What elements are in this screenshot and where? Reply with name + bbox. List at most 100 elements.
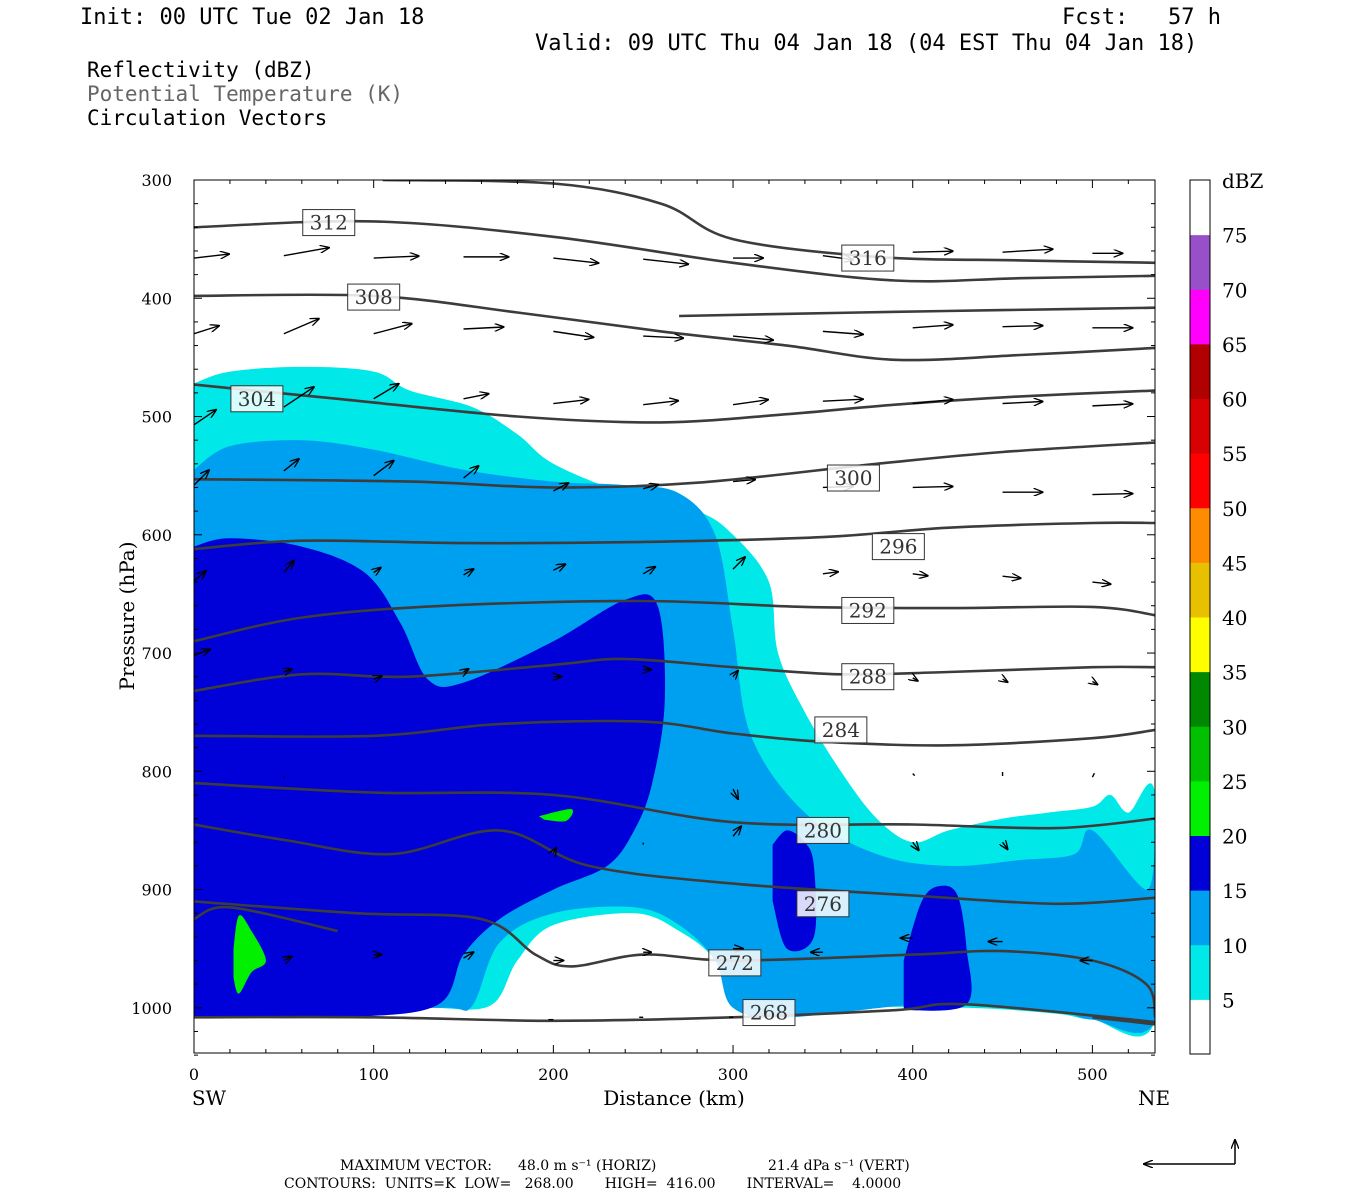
circulation-vector — [283, 319, 319, 335]
theta-label-316: 316 — [841, 244, 895, 272]
colorbar-swatch — [1190, 835, 1210, 891]
circulation-vector — [732, 480, 755, 482]
circulation-vector — [1092, 494, 1132, 495]
colorbar-swatch — [1190, 617, 1210, 673]
svg-text:308: 308 — [355, 285, 393, 309]
circulation-vector — [912, 574, 928, 576]
theta-label-296: 296 — [871, 533, 925, 561]
colorbar-tick-label: 50 — [1222, 497, 1247, 521]
circulation-vector — [822, 572, 838, 574]
colorbar-tick-label: 40 — [1222, 606, 1247, 630]
svg-text:280: 280 — [804, 818, 842, 842]
circulation-vector — [1003, 842, 1008, 849]
colorbar-tick-label: 75 — [1222, 224, 1247, 248]
max-vector-label: MAXIMUM VECTOR: — [340, 1158, 492, 1174]
circulation-vectors — [194, 248, 1132, 1021]
colorbar-tick-label: 45 — [1222, 551, 1247, 575]
colorbar-tick-label: 30 — [1222, 715, 1247, 739]
theta-contour-268 — [1092, 1016, 1155, 1026]
circulation-vector — [822, 331, 863, 334]
theta-contour-268 — [194, 1002, 1155, 1024]
colorbar-swatch — [1190, 289, 1210, 345]
svg-text:300: 300 — [834, 466, 872, 490]
colorbar-swatch — [1190, 780, 1210, 836]
theta-contour-308 — [194, 293, 1155, 362]
svg-text:304: 304 — [238, 387, 276, 411]
circulation-vector — [912, 486, 953, 487]
circulation-vector — [1092, 681, 1097, 684]
colorbar-tick-label: 60 — [1222, 388, 1247, 412]
theta-contour-labels: 268 272 276 280 284 288 292 296 300 304 308 312 316 — [230, 209, 925, 1027]
circulation-vector — [733, 671, 738, 677]
circulation-vector — [912, 773, 916, 777]
reference-vector-icon — [1144, 1140, 1235, 1164]
field-potential-temperature: Potential Temperature (K) — [87, 82, 404, 106]
circulation-vector — [463, 327, 504, 329]
field-circulation-vectors: Circulation Vectors — [87, 106, 328, 130]
circulation-vector — [373, 384, 399, 400]
theta-contour-280 — [194, 781, 1155, 830]
theta-contour-308 — [679, 306, 1155, 318]
circulation-vector — [1092, 404, 1132, 406]
circulation-vector — [283, 387, 314, 408]
y-tick-label: 1000 — [131, 999, 172, 1018]
circulation-vector — [284, 669, 292, 672]
circulation-vector — [553, 483, 568, 492]
theta-label-272: 272 — [708, 949, 762, 977]
max-vector-horizontal: 48.0 m s⁻¹ (HORIZ) — [518, 1158, 657, 1174]
theta-contour-316 — [382, 180, 1155, 265]
circulation-vector — [733, 788, 738, 799]
colorbar-swatch — [1190, 944, 1210, 1000]
circulation-vector — [1002, 326, 1043, 327]
circulation-vector — [553, 564, 565, 570]
theta-contour-276 — [194, 823, 1155, 906]
svg-text:272: 272 — [716, 951, 754, 975]
circulation-vector — [1002, 576, 1021, 578]
svg-text:312: 312 — [310, 211, 348, 235]
circulation-vector — [643, 401, 678, 405]
colorbar-swatch — [1190, 398, 1210, 454]
circulation-vector — [374, 568, 381, 573]
y-tick-label: 900 — [141, 881, 172, 900]
theta-contour-288 — [194, 657, 1155, 693]
circulation-vector — [283, 459, 299, 472]
circulation-vector — [553, 257, 598, 263]
circulation-vector — [194, 470, 209, 486]
circulation-vector — [912, 400, 953, 404]
circulation-vector — [913, 678, 918, 681]
theta-label-280: 280 — [796, 816, 850, 844]
reflectivity-region-15dbz — [903, 885, 972, 1011]
theta-label-284: 284 — [814, 716, 868, 744]
svg-text:316: 316 — [849, 246, 887, 270]
circulation-vector — [463, 569, 474, 575]
circulation-vector — [732, 400, 768, 406]
circulation-vector — [194, 254, 229, 258]
circulation-vector — [912, 325, 953, 328]
circulation-vector — [1002, 402, 1043, 404]
circulation-vector — [1003, 679, 1008, 682]
circulation-vector — [733, 826, 741, 837]
colorbar-tick-label: 70 — [1222, 278, 1247, 302]
circulation-vector — [732, 336, 773, 340]
colorbar-tick-label: 5 — [1222, 988, 1235, 1012]
colorbar-tick-label: 35 — [1222, 661, 1247, 685]
reflectivity-region-15dbz — [772, 830, 817, 952]
reflectivity-fill — [194, 366, 1155, 1037]
forecast-hour: Fcst: 57 h — [1062, 5, 1221, 30]
theta-label-268: 268 — [742, 999, 796, 1027]
y-axis-title: Pressure (hPa) — [115, 542, 139, 691]
theta-contour-292 — [194, 599, 1155, 643]
contour-info: CONTOURS: UNITS=K LOW= 268.00 HIGH= 416.… — [284, 1176, 902, 1192]
circulation-vector — [1092, 582, 1110, 584]
colorbar-swatch — [1190, 890, 1210, 946]
colorbar-tick-label: 25 — [1222, 770, 1247, 794]
reflectivity-region-20dbz — [233, 915, 266, 994]
colorbar-tick-label: 20 — [1222, 825, 1247, 849]
circulation-vector — [194, 410, 216, 426]
x-axis-left-label: SW — [192, 1086, 227, 1110]
circulation-vector — [1002, 249, 1053, 252]
svg-text:276: 276 — [804, 892, 842, 916]
x-axis-right-label: NE — [1138, 1086, 1170, 1110]
theta-label-308: 308 — [347, 283, 401, 311]
colorbar-swatch — [1190, 453, 1210, 509]
